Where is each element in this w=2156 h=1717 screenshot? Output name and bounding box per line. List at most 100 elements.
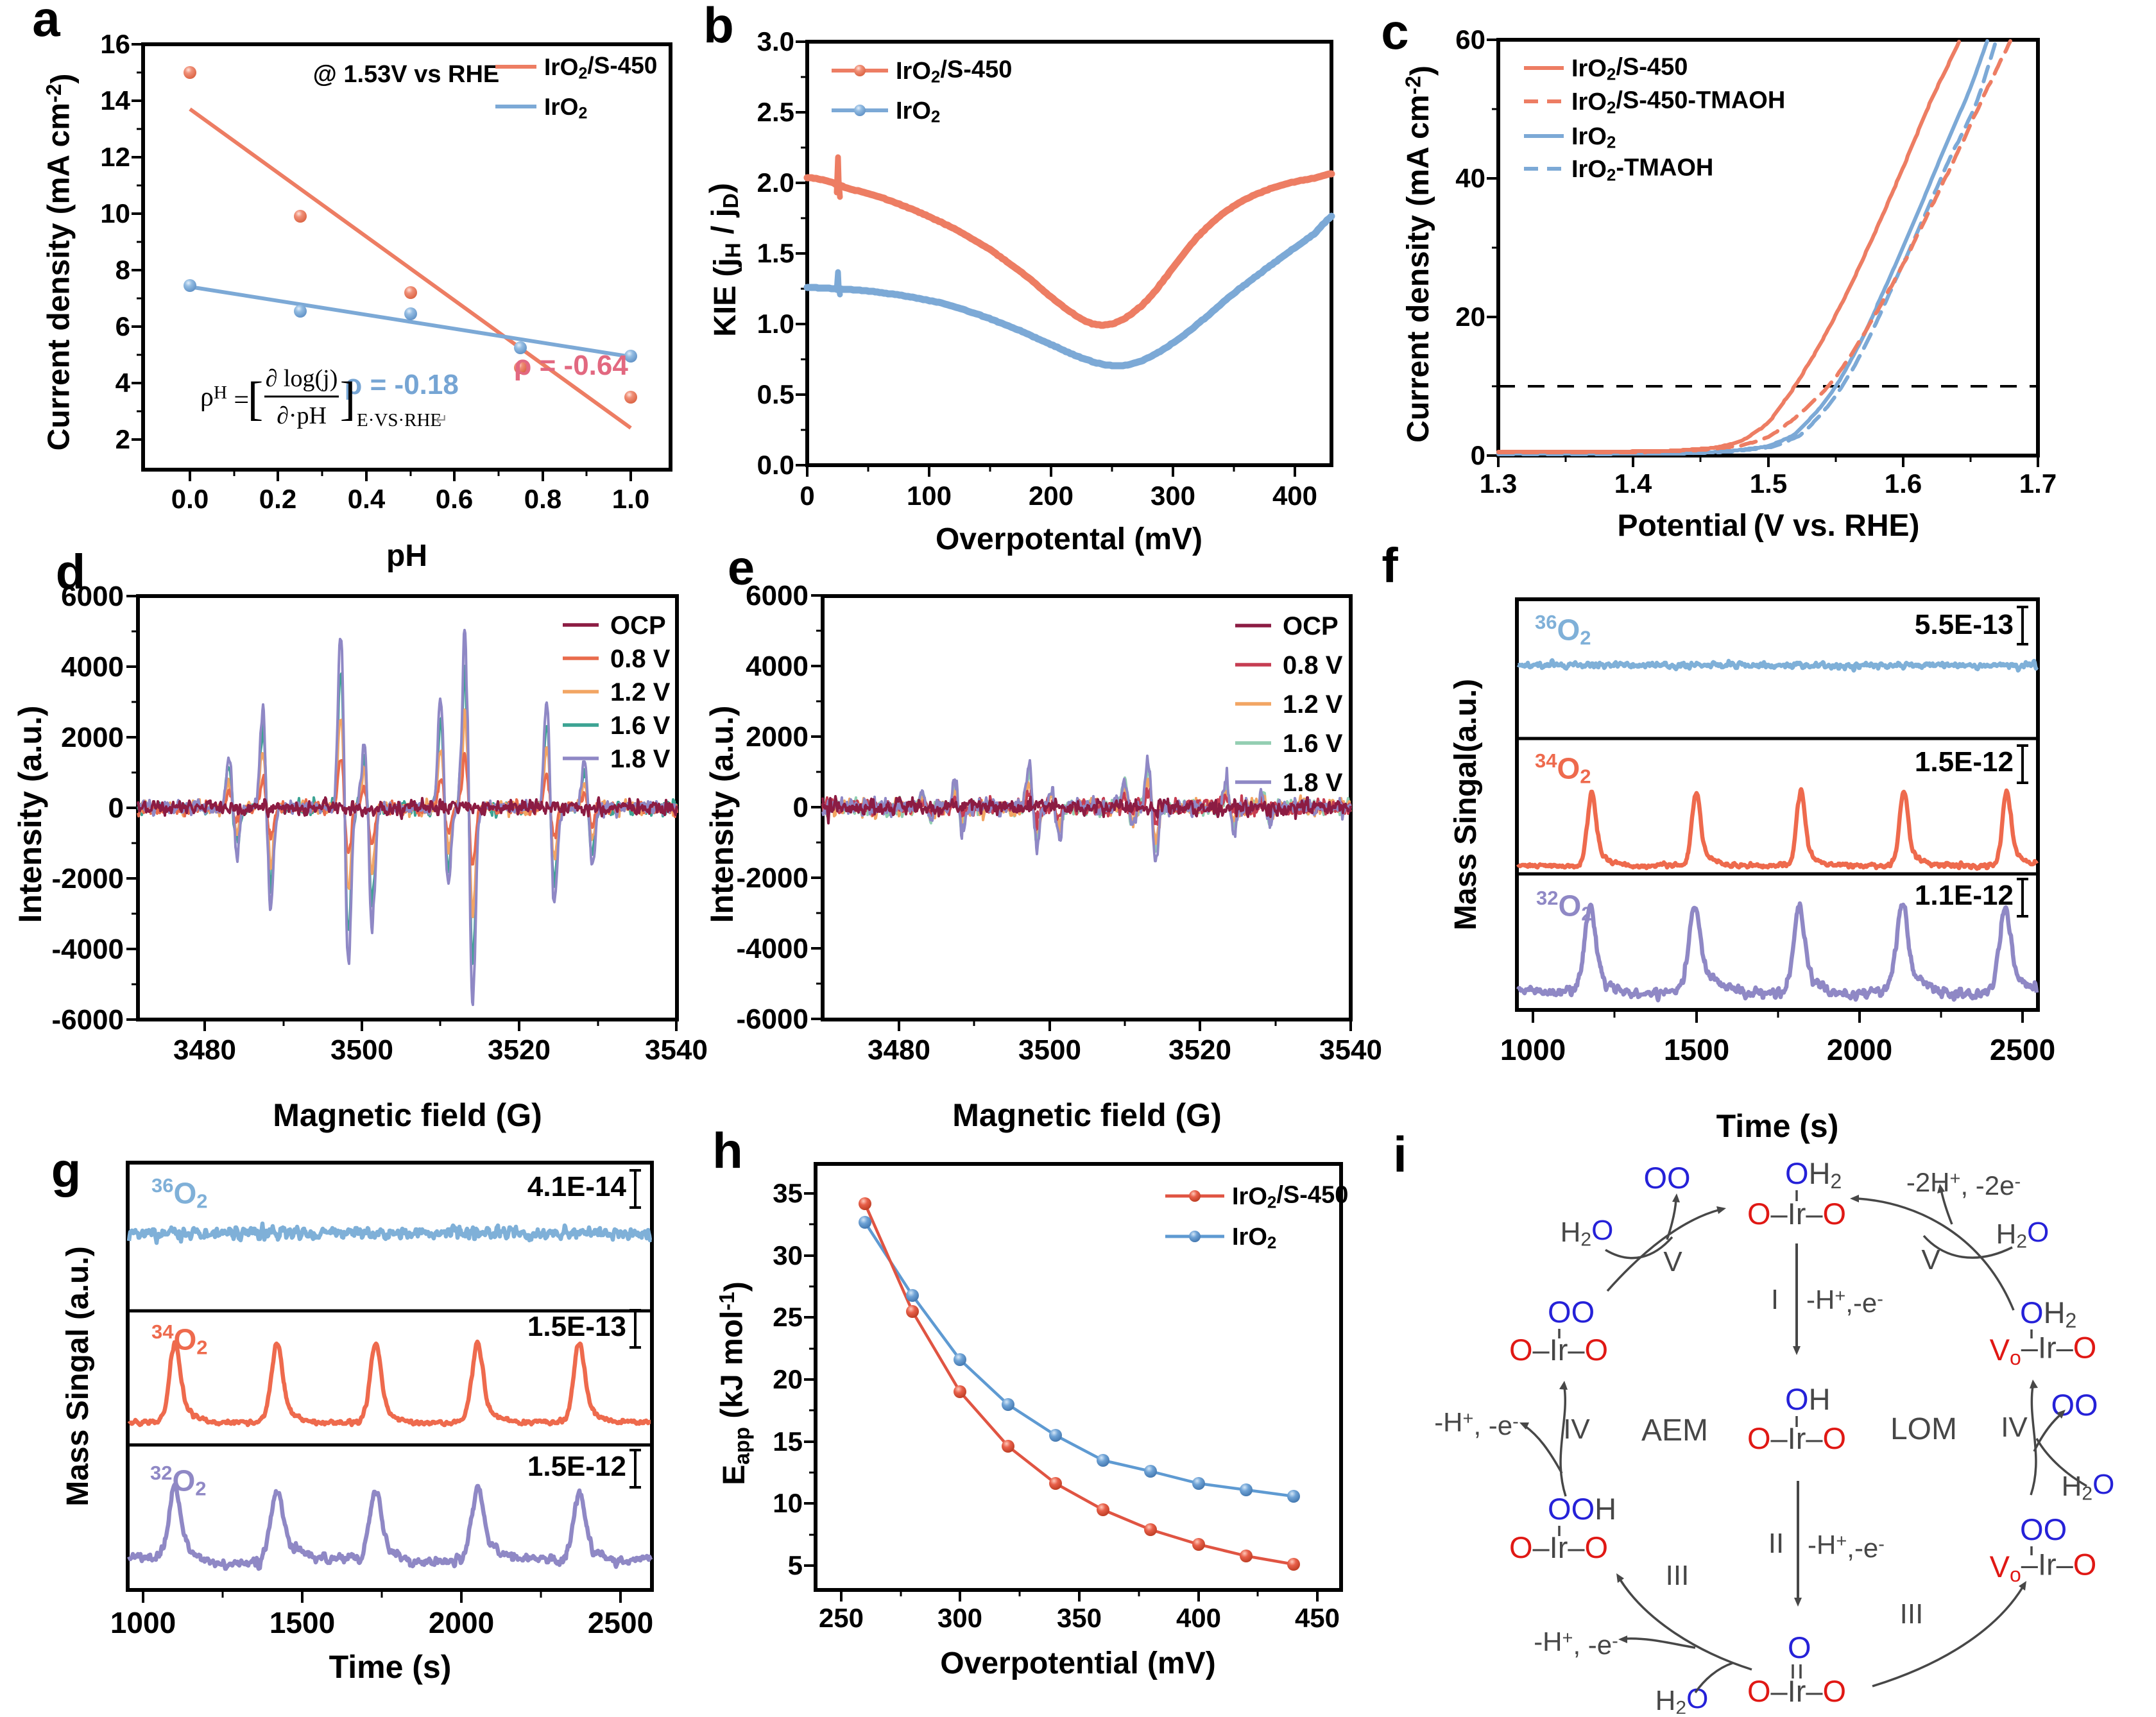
- svg-text:H2O: H2O: [1656, 1683, 1709, 1714]
- svg-text:0.5: 0.5: [757, 379, 794, 409]
- svg-text:6: 6: [116, 311, 130, 341]
- svg-text:IrO2/S-450: IrO2/S-450: [1571, 53, 1688, 83]
- svg-text:4.1E-14: 4.1E-14: [527, 1171, 627, 1202]
- svg-text:0: 0: [800, 481, 814, 511]
- svg-text:Mass Singal (a.u.): Mass Singal (a.u.): [61, 1246, 95, 1506]
- svg-text:100: 100: [907, 481, 952, 511]
- svg-text:V: V: [1663, 1246, 1682, 1277]
- svg-text:0.0: 0.0: [171, 484, 209, 514]
- svg-text:2000: 2000: [429, 1606, 494, 1639]
- svg-text:1000: 1000: [110, 1606, 176, 1639]
- svg-text:-4000: -4000: [51, 934, 124, 965]
- svg-text:350: 350: [1057, 1603, 1102, 1633]
- svg-text:O–Ir–O: O–Ir–O: [1509, 1333, 1608, 1367]
- svg-text:3480: 3480: [173, 1034, 236, 1066]
- svg-text:-4000: -4000: [736, 933, 809, 964]
- svg-text:-2H+, -2e-: -2H+, -2e-: [1906, 1167, 2021, 1200]
- svg-text:10: 10: [773, 1488, 803, 1518]
- svg-text:OO: OO: [1643, 1161, 1690, 1195]
- svg-text:IrO2: IrO2: [1571, 123, 1616, 152]
- svg-text:O–Ir–O: O–Ir–O: [1747, 1421, 1846, 1455]
- svg-text:400: 400: [1272, 481, 1317, 511]
- svg-text:IrO2/S-450: IrO2/S-450: [544, 52, 657, 82]
- svg-text:Magnetic field (G): Magnetic field (G): [273, 1097, 542, 1133]
- svg-text:LOM: LOM: [1890, 1412, 1957, 1446]
- svg-text:g: g: [51, 1143, 81, 1198]
- svg-text:2000: 2000: [746, 721, 809, 753]
- svg-text:IrO2/S-450: IrO2/S-450: [1232, 1181, 1348, 1211]
- svg-text:1500: 1500: [270, 1606, 335, 1639]
- svg-text:16: 16: [100, 29, 130, 59]
- svg-text:a: a: [32, 0, 60, 47]
- svg-text:IrO2: IrO2: [544, 94, 587, 123]
- svg-text:35: 35: [773, 1178, 803, 1208]
- svg-text:400: 400: [1176, 1603, 1221, 1633]
- svg-text:O–Ir–O: O–Ir–O: [1747, 1197, 1846, 1231]
- svg-text:ρ = -0.18: ρ = -0.18: [345, 369, 459, 400]
- svg-text:-H+,-e-: -H+,-e-: [1808, 1530, 1885, 1563]
- svg-text:6000: 6000: [746, 580, 809, 611]
- svg-text:300: 300: [1151, 481, 1195, 511]
- svg-text:6000: 6000: [61, 581, 124, 612]
- svg-text:1000: 1000: [1500, 1033, 1566, 1066]
- svg-text:3500: 3500: [330, 1034, 393, 1066]
- svg-text:0: 0: [1471, 440, 1485, 470]
- svg-text:ρ = -0.64: ρ = -0.64: [514, 350, 628, 381]
- svg-text:AEM: AEM: [1641, 1414, 1708, 1448]
- svg-text:1.6: 1.6: [1885, 468, 1922, 499]
- svg-text:1.5E-13: 1.5E-13: [527, 1311, 626, 1342]
- svg-text:Intensity (a.u.): Intensity (a.u.): [12, 706, 48, 923]
- svg-text:III: III: [1900, 1598, 1924, 1630]
- svg-text:e: e: [728, 541, 755, 595]
- svg-text:OH2: OH2: [2020, 1295, 2076, 1332]
- svg-text:-H+, -e-: -H+, -e-: [1434, 1407, 1519, 1440]
- svg-text:1.5E-12: 1.5E-12: [1915, 746, 2014, 778]
- svg-text:25: 25: [773, 1302, 803, 1332]
- svg-text:Vo–Ir–O: Vo–Ir–O: [1990, 1548, 2097, 1586]
- svg-text:Mass Singal(a.u.): Mass Singal(a.u.): [1449, 679, 1483, 930]
- svg-text:]: ]: [340, 373, 356, 425]
- svg-text:32O2: 32O2: [1536, 887, 1593, 925]
- svg-text:-H+,-e-: -H+,-e-: [1806, 1285, 1883, 1318]
- svg-text:pH: pH: [386, 539, 427, 573]
- svg-text:f: f: [1382, 538, 1398, 593]
- svg-text:20: 20: [773, 1364, 803, 1394]
- svg-text:12: 12: [100, 142, 130, 172]
- svg-text:30: 30: [773, 1240, 803, 1270]
- svg-text:IrO2: IrO2: [1232, 1224, 1276, 1252]
- svg-text:34O2: 34O2: [1535, 749, 1591, 787]
- svg-text:H2O: H2O: [1561, 1215, 1614, 1251]
- svg-text:3540: 3540: [1319, 1034, 1382, 1066]
- svg-text:0.2: 0.2: [259, 484, 296, 514]
- svg-text:2: 2: [116, 424, 130, 454]
- svg-text:2500: 2500: [1990, 1033, 2055, 1066]
- svg-text:1.5E-12: 1.5E-12: [527, 1451, 626, 1482]
- svg-text:0.8: 0.8: [524, 484, 561, 514]
- svg-text:1.1E-12: 1.1E-12: [1915, 880, 2014, 911]
- svg-text:1.6 V: 1.6 V: [610, 712, 671, 740]
- svg-text:[: [: [248, 373, 264, 425]
- svg-text:Current density (mA cm-2): Current density (mA cm-2): [1401, 65, 1439, 443]
- svg-text:ρH =: ρH =: [200, 382, 249, 415]
- svg-text:Current density (mA cm-2): Current density (mA cm-2): [42, 74, 80, 451]
- svg-text:IV: IV: [2001, 1412, 2028, 1443]
- svg-text:OO: OO: [2051, 1388, 2098, 1422]
- svg-text:IV: IV: [1563, 1414, 1590, 1445]
- svg-text:b: b: [703, 0, 734, 53]
- svg-text:V: V: [1921, 1244, 1940, 1276]
- svg-text:1.7: 1.7: [2019, 468, 2057, 499]
- svg-text:III: III: [1666, 1560, 1690, 1591]
- svg-text:1.3: 1.3: [1480, 468, 1517, 499]
- svg-text:Magnetic field (G): Magnetic field (G): [952, 1097, 1221, 1133]
- svg-text:36O2: 36O2: [151, 1174, 208, 1212]
- svg-text:4: 4: [116, 368, 131, 398]
- svg-text:-H+, -e-: -H+, -e-: [1534, 1627, 1618, 1660]
- svg-text:OCP: OCP: [1283, 612, 1339, 640]
- svg-text:2000: 2000: [1827, 1033, 1892, 1066]
- svg-text:KIE (jH / jD): KIE (jH / jD): [704, 183, 744, 337]
- svg-text:Potential (V vs. RHE): Potential (V vs. RHE): [1617, 509, 1919, 543]
- svg-text:∂·pH: ∂·pH: [277, 402, 327, 429]
- svg-text:2.5: 2.5: [757, 97, 794, 127]
- svg-text:OO: OO: [1548, 1295, 1595, 1329]
- svg-text:-2000: -2000: [51, 863, 124, 894]
